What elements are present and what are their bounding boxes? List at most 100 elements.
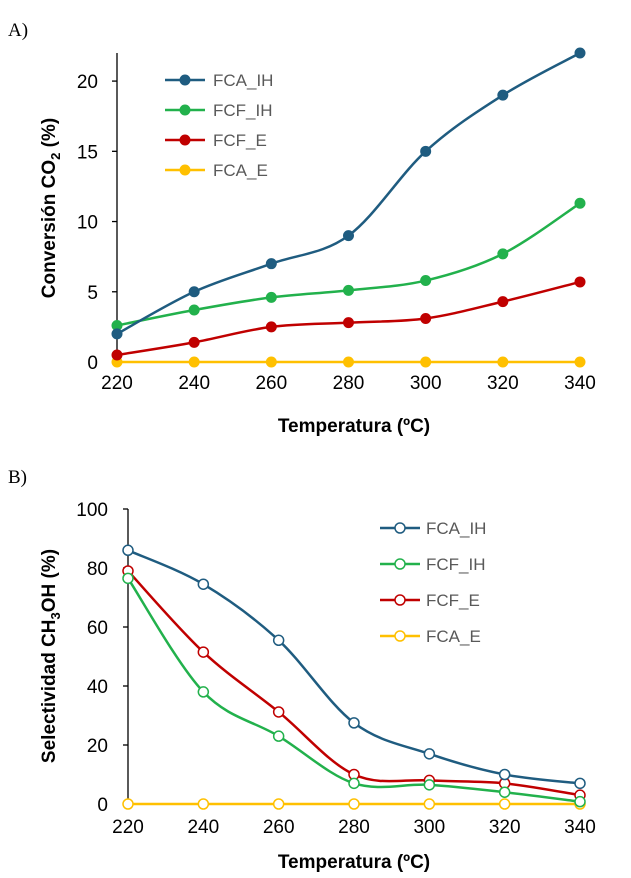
x-tick-label: 240: [178, 373, 210, 394]
data-point-fcf-e: [343, 317, 354, 329]
series-line-fcf-ih: [126, 577, 582, 803]
chart-panel-a: A) 0 5 10 15 20 220 240 260 280 300 320 340 Temperatu…: [8, 20, 596, 437]
x-tick-label: 340: [564, 817, 596, 838]
data-point-fca-ih: [498, 768, 511, 781]
y-tick-label: 40: [87, 677, 108, 698]
data-point-fca-ih: [197, 578, 210, 590]
data-point-fcf-ih: [272, 730, 285, 742]
x-tick-label: 300: [413, 817, 445, 838]
data-point-fca-ih: [122, 544, 134, 557]
legend-label: FCA_E: [213, 161, 268, 180]
legend-marker: [179, 74, 191, 86]
legend-label: FCF_IH: [426, 555, 486, 574]
series-line-fca-ih: [126, 549, 582, 785]
data-point-fcf-e: [188, 336, 200, 348]
data-point-fca-ih: [574, 47, 586, 59]
data-point-fca-e: [188, 356, 200, 368]
x-tick-label: 240: [187, 817, 219, 838]
data-point-fca-ih: [574, 777, 586, 790]
legend-marker: [394, 630, 406, 642]
x-tick-label: 280: [333, 373, 365, 394]
y-tick-label: 20: [87, 736, 108, 757]
data-point-fca-ih: [348, 717, 360, 729]
y-tick-label: 60: [87, 618, 108, 639]
data-point-fca-ih: [265, 258, 277, 270]
data-point-fca-ih: [343, 230, 354, 242]
panel-label: B): [8, 467, 27, 488]
x-tick-label: 220: [112, 817, 144, 838]
x-tick-label: 260: [255, 373, 287, 394]
legend-marker: [179, 164, 191, 176]
data-point-fcf-e: [497, 296, 509, 308]
data-point-fcf-ih: [348, 777, 360, 790]
data-point-fcf-e: [420, 312, 432, 324]
chart-legend: FCA_IH FCF_IH FCF_E FCA_E: [380, 519, 486, 646]
data-point-fca-ih: [111, 328, 123, 340]
x-tick-label: 260: [263, 817, 295, 838]
data-point-fcf-ih: [122, 572, 134, 585]
data-point-fca-e: [497, 356, 509, 368]
x-tick-label: 340: [564, 373, 596, 394]
y-tick-label: 20: [77, 72, 98, 93]
legend-label: FCA_IH: [426, 519, 486, 538]
chart-panel-b: B) 0 20 40 60 80 100 220 240 260 280 300 320 340 Tempe…: [8, 467, 596, 873]
data-point-fca-ih: [188, 286, 200, 298]
legend-label: FCA_IH: [213, 71, 273, 90]
series-line-fcf-ih: [115, 202, 582, 327]
legend-label: FCF_E: [426, 591, 480, 610]
data-point-fcf-ih: [265, 291, 277, 303]
legend-marker: [179, 134, 191, 146]
y-axis-title-main: Selectividad CH: [39, 619, 60, 763]
data-point-fca-e: [420, 356, 432, 368]
legend-label: FCF_E: [213, 131, 267, 150]
legend-label: FCF_IH: [213, 101, 273, 120]
y-axis-title: Selectividad CH3OH (%): [39, 549, 63, 763]
data-point-fca-ih: [423, 748, 436, 760]
data-point-fcf-ih: [188, 304, 200, 316]
data-point-fca-e: [574, 356, 586, 368]
x-axis-title: Temperatura (ºC): [278, 416, 430, 437]
data-point-fca-ih: [272, 634, 285, 647]
legend-marker: [179, 104, 191, 116]
chart-legend: FCA_IH FCF_IH FCF_E FCA_E: [165, 71, 273, 180]
y-tick-label: 80: [87, 559, 108, 580]
y-tick-label: 100: [76, 500, 108, 521]
data-point-fcf-e: [265, 321, 277, 333]
data-point-fca-e: [272, 798, 285, 810]
x-tick-label: 220: [101, 373, 133, 394]
data-point-fcf-ih: [423, 779, 436, 791]
data-point-fcf-ih: [574, 795, 586, 808]
y-axis-title-subscript: 3: [48, 612, 63, 619]
data-point-fcf-e: [111, 349, 123, 361]
data-point-fca-ih: [497, 89, 509, 101]
y-tick-label: 10: [77, 213, 98, 234]
data-point-fcf-e: [197, 646, 210, 658]
data-point-fcf-ih: [343, 284, 354, 296]
x-tick-label: 280: [338, 817, 370, 838]
y-axis-title-tail: (%): [39, 118, 60, 153]
y-axis-title-main: Conversión CO: [39, 160, 60, 298]
y-axis-title-subscript: 2: [48, 153, 63, 160]
data-point-fca-e: [265, 356, 277, 368]
data-point-fcf-e: [574, 276, 586, 288]
y-tick-label: 0: [97, 795, 108, 816]
legend-marker: [394, 558, 406, 570]
data-point-fca-ih: [420, 145, 432, 157]
y-tick-label: 0: [87, 353, 98, 374]
data-point-fcf-ih: [420, 275, 432, 287]
legend-marker: [394, 522, 406, 534]
panel-label: A): [8, 20, 28, 41]
legend-marker: [394, 594, 406, 606]
data-point-fcf-ih: [498, 786, 511, 798]
data-point-fca-e: [122, 798, 134, 810]
y-axis-title: Conversión CO2 (%): [39, 118, 63, 298]
x-tick-label: 320: [487, 373, 519, 394]
data-point-fca-e: [343, 356, 354, 368]
y-axis-title-tail: OH (%): [39, 549, 60, 612]
data-point-fcf-ih: [497, 248, 509, 260]
data-point-fcf-ih: [574, 197, 586, 209]
x-axis-title: Temperatura (ºC): [278, 852, 430, 873]
y-tick-label: 15: [77, 142, 98, 163]
data-point-fca-e: [498, 798, 511, 810]
